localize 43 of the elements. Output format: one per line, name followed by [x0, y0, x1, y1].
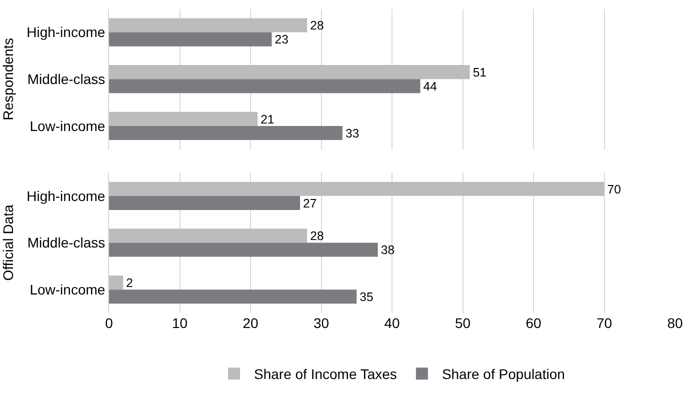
x-tick-label: 80	[667, 315, 683, 331]
data-label: 70	[607, 182, 622, 196]
y-axis-title: Official Data	[0, 204, 16, 281]
bar	[109, 126, 342, 140]
x-tick-label: 40	[384, 315, 400, 331]
y-axis-title: Respondents	[0, 38, 16, 120]
bar	[109, 290, 357, 304]
data-label: 21	[260, 112, 274, 126]
bar	[109, 228, 308, 243]
data-label: 35	[360, 290, 374, 304]
x-tick-label: 10	[172, 315, 188, 331]
data-label: 44	[423, 80, 438, 94]
data-label: 27	[303, 196, 317, 210]
y-tick-label: High-income	[26, 24, 106, 40]
y-tick-label: Middle-class	[27, 71, 106, 88]
x-tick-label: 20	[242, 315, 258, 331]
y-tick-label: Middle-class	[27, 234, 106, 251]
legend-label: Share of Income Taxes	[254, 366, 397, 382]
x-tick-label: 50	[454, 315, 471, 331]
bar	[109, 242, 378, 257]
bar	[109, 196, 300, 210]
bar	[109, 79, 420, 94]
data-label: 33	[345, 126, 360, 140]
x-tick-label: 60	[526, 315, 542, 331]
bar	[109, 182, 604, 196]
y-tick-label: High-income	[26, 188, 106, 204]
legend-label: Share of Population	[442, 366, 565, 382]
bar	[109, 112, 258, 126]
x-tick-label: 70	[596, 315, 612, 331]
bar	[109, 276, 124, 290]
bar	[109, 18, 308, 32]
data-label: 51	[472, 65, 487, 80]
y-tick-label: Low-income	[30, 118, 106, 134]
data-label: 28	[310, 229, 324, 244]
data-label: 23	[274, 32, 289, 47]
data-label: 38	[380, 243, 395, 258]
bar	[109, 32, 272, 46]
bar	[109, 65, 470, 80]
data-label: 28	[310, 18, 324, 33]
x-tick-label: 30	[313, 315, 330, 331]
y-tick-label: Low-income	[30, 281, 106, 298]
x-tick-label: 0	[105, 315, 114, 331]
data-label: 2	[126, 276, 134, 290]
